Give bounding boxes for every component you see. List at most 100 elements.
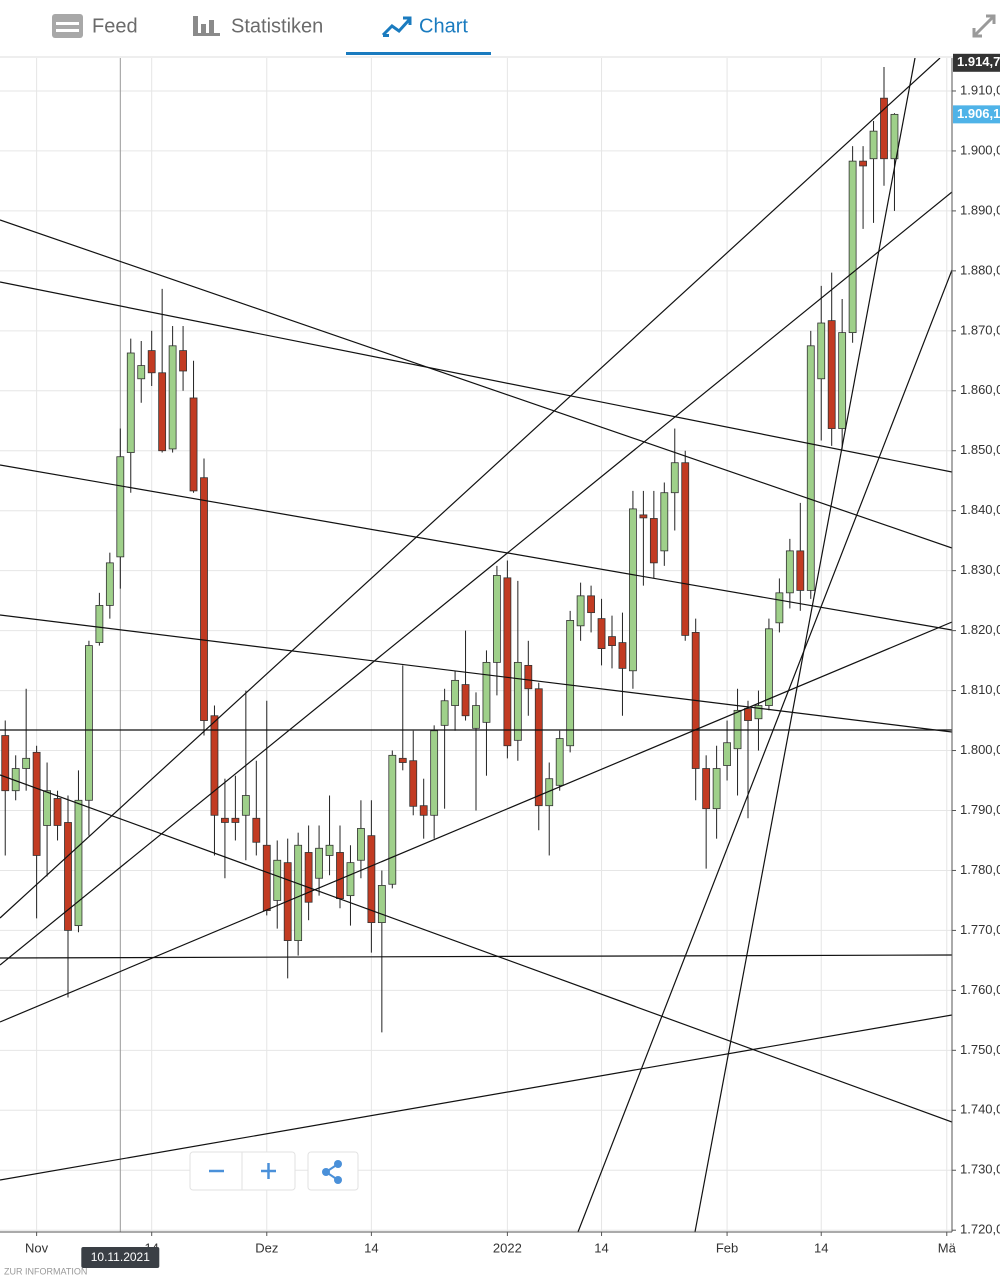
- candle-body-up: [566, 620, 575, 747]
- candle-body-down: [744, 708, 752, 721]
- grid: [0, 58, 952, 1232]
- candle-body-up: [472, 705, 480, 729]
- trend-line: [0, 614, 952, 733]
- candle-body-up: [493, 575, 501, 663]
- candle-body-down: [859, 160, 867, 167]
- trend-line: [0, 219, 952, 549]
- trend-line: [0, 464, 952, 631]
- candle-body-down: [534, 688, 543, 807]
- y-tick-label: 1.840,0: [960, 502, 1000, 517]
- candle-body-down: [827, 320, 836, 429]
- x-tick-label: 14: [364, 1240, 378, 1255]
- candle-body-down: [461, 684, 470, 717]
- candle-body-down: [210, 715, 219, 816]
- candle-body-down: [252, 817, 261, 843]
- zoom-controls: [189, 1151, 359, 1191]
- tab-statistiken[interactable]: Statistiken: [193, 15, 323, 37]
- y-tick-label: 1.900,0: [960, 142, 1000, 157]
- candle-body-up: [85, 645, 93, 801]
- candle-body-down: [200, 477, 208, 721]
- y-tick-label: 1.740,0: [960, 1102, 1000, 1117]
- tab-feed[interactable]: Feed: [52, 14, 138, 38]
- candle-body-down: [608, 636, 616, 646]
- price-badge: [953, 53, 1000, 72]
- candle-body-down: [1, 735, 10, 792]
- candle-body-up: [357, 828, 365, 861]
- candle-body-up: [137, 365, 146, 380]
- trend-line: [0, 191, 952, 966]
- candle-body-up: [105, 562, 114, 606]
- chart-icon: [383, 34, 389, 37]
- tab-label: Statistiken: [231, 15, 323, 37]
- candle-body-up: [126, 352, 135, 453]
- share-icon: [334, 1176, 342, 1184]
- share-icon: [322, 1168, 330, 1176]
- x-tick-label: 14: [594, 1240, 608, 1255]
- candle-body-up: [241, 795, 250, 816]
- candle-body-up: [273, 859, 282, 901]
- x-tick-label: Mä: [938, 1240, 957, 1255]
- candle-body-down: [681, 462, 690, 636]
- share-button[interactable]: [307, 1151, 359, 1191]
- candle-body-down: [231, 817, 240, 823]
- stats-icon: [201, 24, 206, 36]
- trend-line: [0, 774, 952, 1123]
- candle-body-down: [53, 798, 62, 826]
- price-badge-label: 1.906,1: [957, 106, 1000, 121]
- candle-body-down: [147, 350, 156, 374]
- candle-body-up: [22, 757, 31, 769]
- expand-button[interactable]: [972, 14, 996, 38]
- x-tick-label: Feb: [716, 1240, 738, 1255]
- y-tick-label: 1.820,0: [960, 622, 1000, 637]
- candle-body-up: [430, 730, 439, 816]
- price-badge-label: 1.914,7: [957, 54, 1000, 69]
- tab-chart[interactable]: Chart: [346, 15, 491, 55]
- trend-line: [0, 621, 952, 1023]
- trend-line: [577, 269, 952, 1232]
- trend-lines: [0, 58, 952, 1232]
- y-tick-label: 1.770,0: [960, 922, 1000, 937]
- candle-body-down: [304, 852, 313, 903]
- candle-body-down: [419, 805, 428, 816]
- tab-underline: [346, 52, 491, 55]
- y-tick-label: 1.720,0: [960, 1222, 1000, 1237]
- candle-body-up: [723, 742, 731, 766]
- candle-body-up: [629, 508, 637, 672]
- candle-body-up: [806, 345, 815, 591]
- feed-icon-line: [56, 29, 79, 32]
- candle-body-up: [785, 550, 794, 594]
- y-tick-label: 1.810,0: [960, 682, 1000, 697]
- candle-body-up: [712, 768, 721, 810]
- candle-body-up: [817, 322, 826, 380]
- feed-icon: [52, 14, 83, 38]
- zoom-in-button[interactable]: [261, 1163, 276, 1179]
- y-tick-label: 1.850,0: [960, 442, 1000, 457]
- candle-body-up: [325, 844, 334, 856]
- candle-body-up: [388, 754, 397, 885]
- footer-text: ZUR INFORMATION: [4, 1266, 87, 1276]
- header: [0, 0, 1000, 56]
- x-tick-label: Dez: [255, 1240, 278, 1255]
- candle-body-down: [64, 822, 72, 931]
- y-tick-label: 1.890,0: [960, 202, 1000, 217]
- candle-body-up: [168, 345, 177, 450]
- candle-body-down: [398, 757, 407, 763]
- candle-body-down: [189, 397, 198, 492]
- stats-icon: [193, 33, 220, 36]
- y-tick-label: 1.730,0: [960, 1162, 1000, 1177]
- candle-body-up: [775, 592, 784, 624]
- feed-icon-line: [56, 22, 79, 25]
- trend-line: [0, 58, 941, 919]
- y-tick-label: 1.870,0: [960, 322, 1000, 337]
- candle-body-up: [869, 130, 878, 160]
- stats-icon: [209, 20, 214, 36]
- candle-body-up: [765, 628, 773, 706]
- trend-line: [0, 281, 952, 473]
- price-badge: [953, 105, 1000, 124]
- candle-body-up: [660, 492, 669, 552]
- candle-body-down: [880, 97, 888, 160]
- y-tick-label: 1.790,0: [960, 802, 1000, 817]
- candle-body-down: [409, 760, 418, 807]
- y-tick-label: 1.910,0: [960, 82, 1000, 97]
